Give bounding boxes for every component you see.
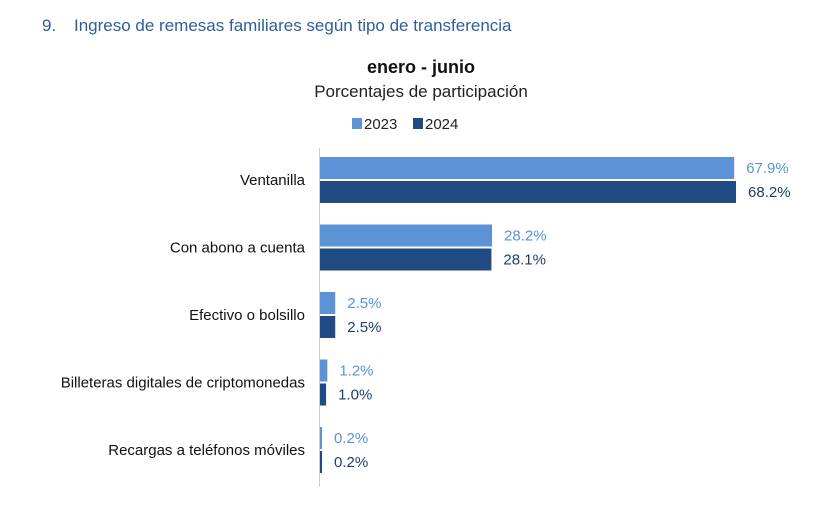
data-label-2023-efectivo-o-bolsillo: 2.5% xyxy=(347,295,381,312)
section-number: 9. xyxy=(42,16,56,35)
legend: 2023 2024 xyxy=(352,116,458,133)
bar-2024-billeteras-digitales-de-criptomonedas xyxy=(320,383,327,406)
category-label-billeteras-digitales-de-criptomonedas: Billeteras digitales de criptomonedas xyxy=(61,375,305,392)
bar-2023-efectivo-o-bolsillo xyxy=(320,292,336,314)
data-label-2024-recargas-a-telefonos-moviles: 0.2% xyxy=(334,454,368,471)
category-label-recargas-a-telefonos-moviles: Recargas a teléfonos móviles xyxy=(108,442,305,459)
chart-title: enero - junio xyxy=(367,57,475,77)
bar-2023-ventanilla xyxy=(320,157,735,179)
data-label-2024-efectivo-o-bolsillo: 2.5% xyxy=(347,319,381,336)
category-label-con-abono-a-cuenta: Con abono a cuenta xyxy=(170,240,306,257)
legend-label-2023: 2023 xyxy=(364,116,397,133)
bar-2024-con-abono-a-cuenta xyxy=(320,248,492,271)
data-label-2024-billeteras-digitales-de-criptomonedas: 1.0% xyxy=(338,387,372,404)
bar-2023-con-abono-a-cuenta xyxy=(320,224,493,247)
data-label-2024-con-abono-a-cuenta: 28.1% xyxy=(503,252,546,269)
bar-2024-efectivo-o-bolsillo xyxy=(320,316,336,338)
data-label-2023-ventanilla: 67.9% xyxy=(746,160,789,177)
category-label-efectivo-o-bolsillo: Efectivo o bolsillo xyxy=(189,307,305,324)
bar-2023-billeteras-digitales-de-criptomonedas xyxy=(320,359,328,382)
data-label-2023-con-abono-a-cuenta: 28.2% xyxy=(504,228,547,245)
plot-area: Ventanilla 67.9% 68.2% Con abono a cuenta 28… xyxy=(61,157,791,473)
data-label-2024-ventanilla: 68.2% xyxy=(748,184,791,201)
legend-swatch-2023 xyxy=(352,118,362,129)
legend-swatch-2024 xyxy=(413,118,423,129)
data-label-2023-recargas-a-telefonos-moviles: 0.2% xyxy=(334,430,368,447)
chart-subtitle: Porcentajes de participación xyxy=(314,82,528,101)
category-label-ventanilla: Ventanilla xyxy=(240,172,306,189)
section-heading: Ingreso de remesas familiares según tipo… xyxy=(74,16,512,35)
data-label-2023-billeteras-digitales-de-criptomonedas: 1.2% xyxy=(339,363,373,380)
bar-2023-recargas-a-telefonos-moviles xyxy=(320,427,322,449)
bar-2024-recargas-a-telefonos-moviles xyxy=(320,451,322,473)
legend-label-2024: 2024 xyxy=(425,116,458,133)
bar-2024-ventanilla xyxy=(320,181,737,203)
